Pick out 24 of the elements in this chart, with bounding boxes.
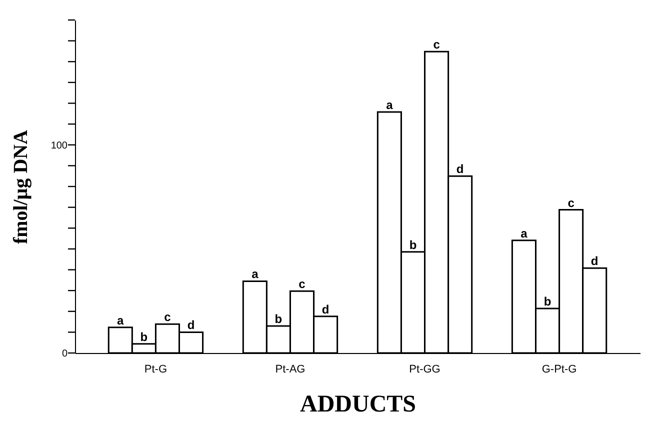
series-label: c	[164, 310, 172, 324]
series-label: d	[187, 318, 195, 332]
text: b	[544, 294, 552, 308]
x-tick-label: G-Pt-G	[542, 364, 577, 376]
x-tick-label: Pt-AG	[275, 364, 306, 376]
text: b	[140, 330, 148, 344]
y-tick-label: 0	[62, 348, 68, 360]
text: d	[322, 302, 330, 316]
series-label: b	[274, 312, 282, 326]
text: c	[298, 277, 306, 292]
y-axis-title: fmol/μg DNA	[10, 129, 32, 244]
text: d	[456, 162, 464, 176]
text: a	[252, 267, 258, 282]
text: a	[520, 226, 528, 240]
x-tick-label: Pt-G	[144, 364, 168, 376]
series-label: a	[117, 313, 124, 328]
text: b	[409, 238, 417, 252]
x-axis-title: ADDUCTS	[300, 392, 416, 418]
x-tick-label: Pt-GG	[409, 364, 440, 376]
y-tick-label: 100	[50, 140, 68, 152]
text: d	[590, 254, 598, 268]
text: c	[568, 196, 574, 210]
text: c	[433, 38, 440, 52]
text: a	[386, 98, 393, 112]
